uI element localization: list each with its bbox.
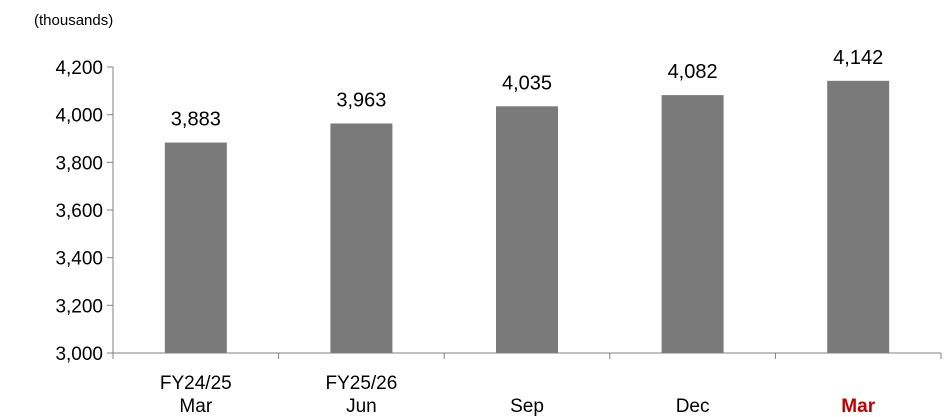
bar bbox=[661, 95, 724, 353]
bar bbox=[496, 106, 558, 353]
data-label: 4,142 bbox=[833, 47, 883, 69]
x-tick-label: Dec bbox=[676, 396, 710, 417]
data-label: 4,035 bbox=[502, 72, 552, 94]
bar bbox=[827, 80, 890, 353]
y-tick-label: 3,800 bbox=[55, 153, 103, 174]
x-axis bbox=[112, 352, 942, 359]
x-tick-label: Mar bbox=[179, 396, 212, 417]
y-tick-label: 3,600 bbox=[55, 201, 103, 222]
data-label: 4,082 bbox=[668, 61, 718, 83]
x-tick-label: Sep bbox=[510, 396, 544, 417]
y-tick-label: 3,400 bbox=[55, 249, 103, 270]
data-label: 3,963 bbox=[336, 89, 386, 111]
bars bbox=[164, 80, 890, 353]
x-tick-label: Mar bbox=[841, 396, 875, 417]
data-label: 3,883 bbox=[171, 109, 221, 131]
y-axis: 3,000 3,200 3,400 3,600 3,800 4,000 4,200 bbox=[55, 58, 114, 365]
value-labels: 3,883 3,963 4,035 4,082 4,142 bbox=[171, 47, 883, 131]
bar bbox=[330, 123, 393, 353]
y-tick-label: 3,000 bbox=[55, 344, 103, 365]
y-tick-label: 4,200 bbox=[55, 58, 103, 79]
x-tick-label: FY24/25 bbox=[160, 373, 232, 394]
y-tick-label: 3,200 bbox=[55, 296, 103, 317]
x-tick-label: FY25/26 bbox=[325, 373, 397, 394]
bar bbox=[164, 142, 227, 353]
y-tick-label: 4,000 bbox=[55, 106, 103, 127]
x-tick-label: Jun bbox=[346, 396, 377, 417]
unit-label: (thousands) bbox=[34, 12, 113, 29]
